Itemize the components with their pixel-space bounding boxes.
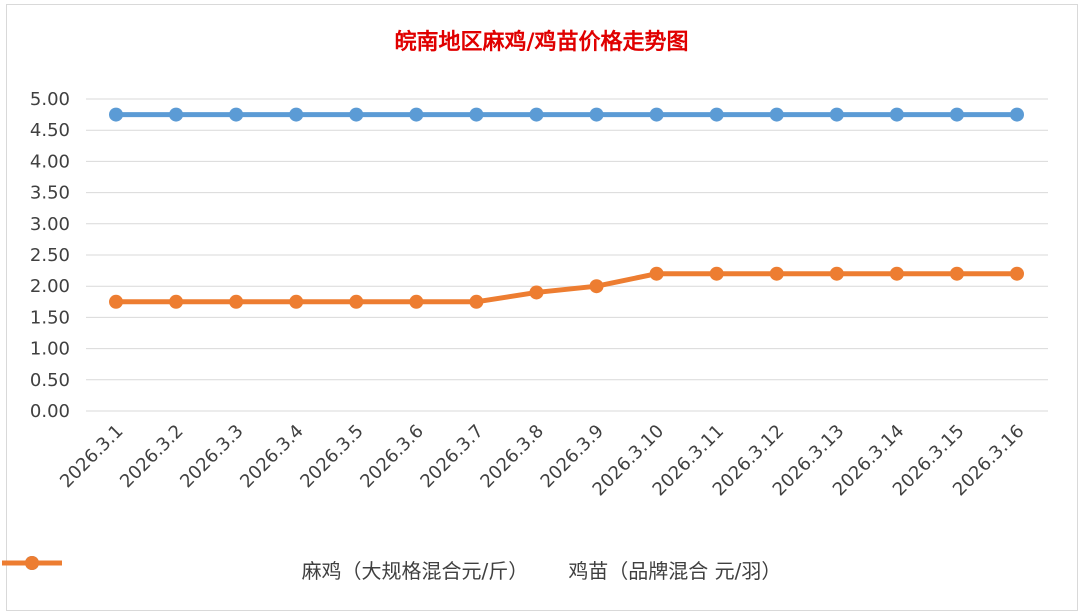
y-axis-ticks: 0.00 0.50 1.00 1.50 2.00 2.50 3.00 3.50 4.00 4.50… (30, 89, 70, 422)
legend-item-series-0[interactable]: 麻鸡（大规格混合元/斤） (2, 555, 529, 584)
y-tick-label: 0.50 (30, 370, 70, 391)
data-point-series-1[interactable] (709, 266, 724, 281)
data-point-series-0[interactable] (289, 107, 304, 122)
x-tick-label: 2026.3.3 (176, 421, 248, 493)
data-point-series-1[interactable] (469, 294, 484, 309)
data-point-series-1[interactable] (589, 279, 604, 294)
data-point-series-0[interactable] (109, 107, 123, 122)
data-point-series-1[interactable] (109, 294, 123, 309)
data-point-series-1[interactable] (949, 266, 964, 281)
x-tick-label: 2026.3.7 (416, 421, 488, 493)
data-point-series-1[interactable] (229, 294, 244, 309)
data-point-series-1[interactable] (769, 266, 784, 281)
legend-swatch-series-1 (2, 556, 62, 570)
y-tick-label: 1.00 (30, 339, 70, 360)
chart-title: 皖南地区麻鸡/鸡苗价格走势图 (394, 29, 689, 55)
series-group (109, 107, 1024, 309)
data-point-series-1[interactable] (829, 266, 844, 281)
series-line-1 (116, 271, 1017, 305)
chart-frame (6, 4, 1078, 611)
data-point-series-0[interactable] (829, 107, 844, 122)
x-tick-label: 2026.3.4 (236, 421, 308, 493)
data-point-series-1[interactable] (169, 294, 184, 309)
y-tick-label: 4.50 (30, 120, 70, 141)
legend-item-series-1[interactable]: 鸡苗（品牌混合 元/羽） (2, 555, 782, 584)
x-tick-label: 2026.3.2 (116, 421, 188, 493)
data-point-series-0[interactable] (169, 107, 184, 122)
x-tick-label: 2026.3.5 (296, 421, 368, 493)
data-point-series-0[interactable] (529, 107, 544, 122)
y-tick-label: 3.50 (30, 183, 70, 204)
data-point-series-1[interactable] (289, 294, 304, 309)
data-point-series-0[interactable] (769, 107, 784, 122)
legend-label-series-1: 鸡苗（品牌混合 元/羽） (568, 559, 782, 583)
data-point-series-1[interactable] (409, 294, 424, 309)
data-point-series-0[interactable] (589, 107, 604, 122)
y-tick-label: 0.00 (30, 401, 70, 422)
x-tick-label: 2026.3.8 (476, 421, 548, 493)
data-point-series-0[interactable] (709, 107, 724, 122)
y-tick-label: 4.00 (30, 151, 70, 172)
data-point-series-0[interactable] (949, 107, 964, 122)
data-point-series-1[interactable] (349, 294, 364, 309)
y-tick-label: 2.50 (30, 245, 70, 266)
data-point-series-0[interactable] (349, 107, 364, 122)
x-axis-ticks: 2026.3.12026.3.22026.3.32026.3.42026.3.5… (56, 421, 1029, 501)
data-point-series-1[interactable] (1010, 266, 1024, 281)
legend: 麻鸡（大规格混合元/斤） 鸡苗（品牌混合 元/羽） (0, 555, 1083, 584)
y-tick-label: 2.00 (30, 276, 70, 297)
data-point-series-0[interactable] (469, 107, 484, 122)
data-point-series-1[interactable] (529, 285, 544, 300)
y-tick-label: 5.00 (30, 89, 70, 110)
data-point-series-0[interactable] (229, 107, 244, 122)
x-tick-label: 2026.3.6 (356, 421, 428, 493)
data-point-series-0[interactable] (1010, 107, 1024, 122)
data-point-series-0[interactable] (409, 107, 424, 122)
x-tick-label: 2026.3.1 (56, 421, 128, 493)
y-tick-label: 1.50 (30, 307, 70, 328)
data-point-series-1[interactable] (889, 266, 904, 281)
gridlines (86, 98, 1048, 412)
data-point-series-1[interactable] (649, 266, 664, 281)
data-point-series-0[interactable] (889, 107, 904, 122)
y-tick-label: 3.00 (30, 214, 70, 235)
legend-label-series-0: 麻鸡（大规格混合元/斤） (301, 559, 529, 583)
data-point-series-0[interactable] (649, 107, 664, 122)
